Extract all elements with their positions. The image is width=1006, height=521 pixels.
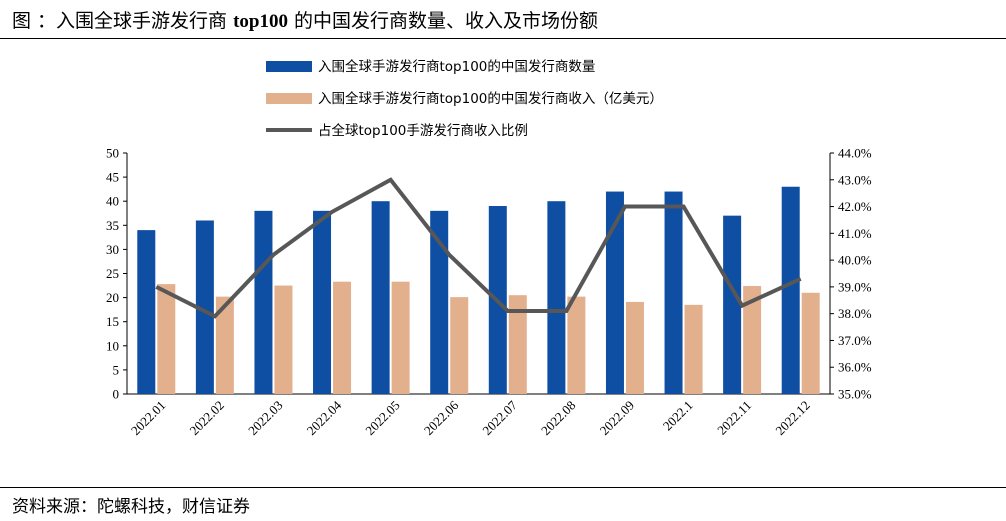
bar-revenue (625, 301, 644, 394)
bar-count (137, 230, 156, 394)
left-tick-label: 45 (106, 170, 119, 185)
title-bold: top100 (233, 11, 288, 32)
right-tick-label: 36.0% (838, 360, 872, 375)
bar-count (371, 201, 390, 394)
bar-revenue (801, 292, 820, 394)
right-tick-label: 35.0% (838, 387, 872, 402)
title-suffix: 的中国发行商数量、收入及市场份额 (288, 10, 599, 32)
legend-label: 入围全球手游发行商top100的中国发行商数量 (318, 58, 595, 75)
bar-revenue (450, 297, 469, 394)
legend-label: 入围全球手游发行商top100的中国发行商收入（亿美元） (318, 90, 663, 107)
bar-count (313, 210, 332, 394)
left-tick-label: 0 (113, 387, 120, 402)
right-tick-label: 38.0% (838, 306, 872, 321)
chart-legend: 入围全球手游发行商top100的中国发行商数量入围全球手游发行商top100的中… (266, 58, 663, 139)
x-tick-label: 2022.12 (772, 398, 812, 438)
x-tick-label: 2022.05 (362, 398, 402, 438)
top-rule (0, 38, 1006, 39)
x-tick-label: 2022.07 (479, 397, 520, 438)
right-tick-label: 41.0% (838, 226, 872, 241)
bar-count (723, 215, 742, 394)
bar-revenue (157, 284, 176, 394)
bar-count (547, 201, 566, 394)
source-note: 资料来源：陀螺科技，财信证券 (12, 497, 250, 517)
right-tick-label: 43.0% (838, 172, 872, 187)
right-tick-label: 40.0% (838, 253, 872, 268)
x-tick-label: 2022.11 (714, 398, 754, 438)
left-tick-label: 25 (106, 266, 119, 281)
bar-revenue (508, 295, 527, 394)
right-tick-label: 44.0% (838, 146, 872, 161)
left-tick-label: 30 (106, 242, 119, 257)
chart-bars (137, 186, 820, 394)
legend-swatch-count (266, 61, 312, 72)
bar-count (781, 186, 800, 394)
left-tick-label: 10 (106, 338, 119, 353)
legend-label: 占全球top100手游发行商收入比例 (318, 122, 528, 139)
figure-title: 图 ：入围全球手游发行商 top100 的中国发行商数量、收入及市场份额 (12, 6, 598, 33)
x-tick-label: 2022.08 (538, 398, 578, 438)
bar-revenue (391, 281, 410, 394)
share-line (155, 177, 802, 319)
bar-revenue (215, 296, 234, 394)
legend-swatch-revenue (266, 93, 312, 104)
bar-count (605, 191, 624, 394)
bar-revenue (274, 285, 293, 394)
right-tick-label: 39.0% (838, 279, 872, 294)
left-tick-label: 50 (106, 146, 119, 161)
bar-revenue (333, 281, 352, 394)
x-tick-label: 2022.02 (187, 398, 227, 438)
right-tick-label: 42.0% (838, 199, 872, 214)
bar-revenue (684, 304, 703, 394)
bar-count (430, 210, 449, 394)
x-tick-label: 2022.06 (421, 397, 462, 438)
left-tick-label: 40 (106, 194, 119, 209)
left-tick-label: 5 (113, 362, 120, 377)
x-tick-label: 2022.1 (660, 398, 696, 434)
left-tick-label: 15 (106, 314, 119, 329)
title-prefix: 图 ：入围全球手游发行商 (12, 10, 234, 32)
bar-revenue (567, 296, 586, 394)
bottom-rule (0, 487, 1006, 488)
chart-axes (123, 152, 834, 395)
right-tick-label: 37.0% (838, 333, 872, 348)
left-tick-label: 20 (106, 290, 119, 305)
x-tick-label: 2022.01 (128, 398, 168, 438)
bar-count (195, 220, 214, 394)
x-tick-label: 2022.04 (304, 397, 345, 438)
bar-count (664, 191, 683, 394)
left-tick-label: 35 (106, 218, 119, 233)
bar-count (254, 210, 273, 394)
chart-line (155, 177, 802, 319)
x-tick-label: 2022.09 (597, 398, 637, 438)
bar-revenue (743, 286, 762, 394)
x-tick-label: 2022.03 (245, 398, 285, 438)
